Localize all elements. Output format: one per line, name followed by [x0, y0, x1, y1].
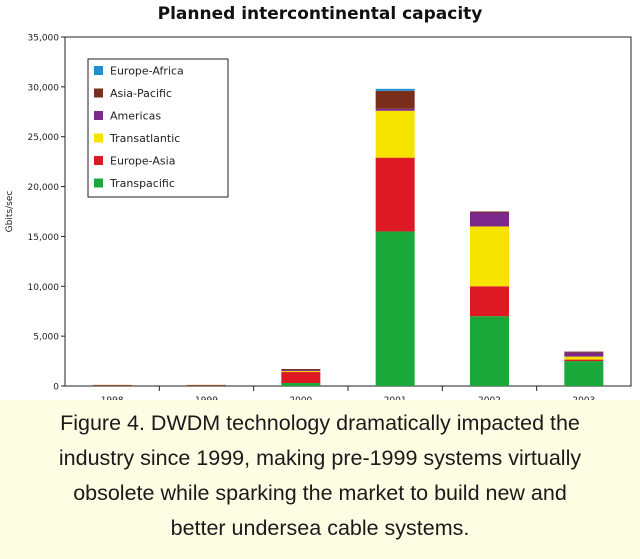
bar-segment [470, 211, 509, 213]
caption-line: Figure 4. DWDM technology dramatically i… [60, 411, 580, 435]
y-tick-label: 35,000 [28, 34, 60, 44]
legend-swatch [94, 66, 103, 75]
caption-line: better undersea cable systems. [170, 516, 470, 540]
legend-label: Transpacific [109, 177, 175, 190]
legend-swatch [94, 156, 103, 165]
legend-label: Europe-Asia [110, 155, 175, 168]
bar-segment [470, 226, 509, 287]
bar-segment [375, 108, 415, 111]
bar-segment [281, 372, 321, 384]
y-tick-label: 10,000 [28, 283, 60, 293]
y-tick-label: 30,000 [28, 83, 60, 93]
legend-box [87, 58, 229, 198]
bar-segment [375, 90, 415, 109]
x-tick-label: 1999 [195, 396, 218, 400]
y-tick-label: 20,000 [28, 183, 60, 193]
bar-segment [564, 361, 604, 386]
bar-segment [375, 157, 415, 232]
bar-segment [470, 286, 509, 317]
legend-swatch [94, 88, 103, 98]
bar-segment [470, 316, 509, 386]
bar-segment [564, 352, 604, 357]
y-tick-label: 15,000 [28, 233, 60, 243]
legend-label: Americas [110, 110, 161, 123]
legend-swatch [94, 178, 103, 188]
bar-segment [375, 110, 415, 158]
chart: 0 5,000 10,000 15,000 20,000 25,000 30,000 35,0… [5, 34, 632, 400]
caption-box: Figure 4. DWDM technology dramatically i… [0, 400, 640, 559]
y-tick-label: 0 [53, 383, 59, 393]
bar-segment [281, 371, 321, 373]
bar-segment [564, 351, 604, 353]
legend-label: Asia-Pacific [110, 87, 172, 100]
bar-segment [470, 212, 509, 227]
bar-segment [187, 384, 226, 386]
legend-label: Europe-Africa [110, 65, 184, 78]
legend-swatch [94, 133, 103, 143]
x-tick-label: 1998 [101, 396, 124, 400]
legend-label: Transatlantic [109, 132, 180, 145]
bar-segment [281, 369, 321, 371]
bar-segment [564, 356, 604, 360]
x-tick-label: 2003 [572, 396, 595, 400]
bar-segment [281, 370, 321, 372]
bar-segment [564, 359, 604, 362]
x-tick-label: 2001 [384, 396, 407, 400]
x-tick-label: 2000 [289, 396, 312, 400]
y-axis-label: Gbits/sec [5, 191, 15, 233]
bar-segment [92, 384, 132, 386]
bar-segment [281, 383, 321, 386]
bar-segment [375, 88, 415, 91]
caption-line: industry since 1999, making pre-1999 sys… [58, 446, 582, 470]
bar-segment [375, 231, 415, 386]
figure-caption: Figure 4. DWDM technology dramatically i… [20, 406, 620, 546]
x-tick-label: 2002 [478, 396, 501, 400]
chart-title: Planned intercontinental capacity [157, 4, 483, 24]
legend-swatch [94, 111, 103, 120]
caption-line: obsolete while sparking the market to bu… [73, 481, 567, 505]
y-tick-label: 5,000 [33, 333, 59, 343]
y-tick-label: 25,000 [28, 133, 60, 143]
